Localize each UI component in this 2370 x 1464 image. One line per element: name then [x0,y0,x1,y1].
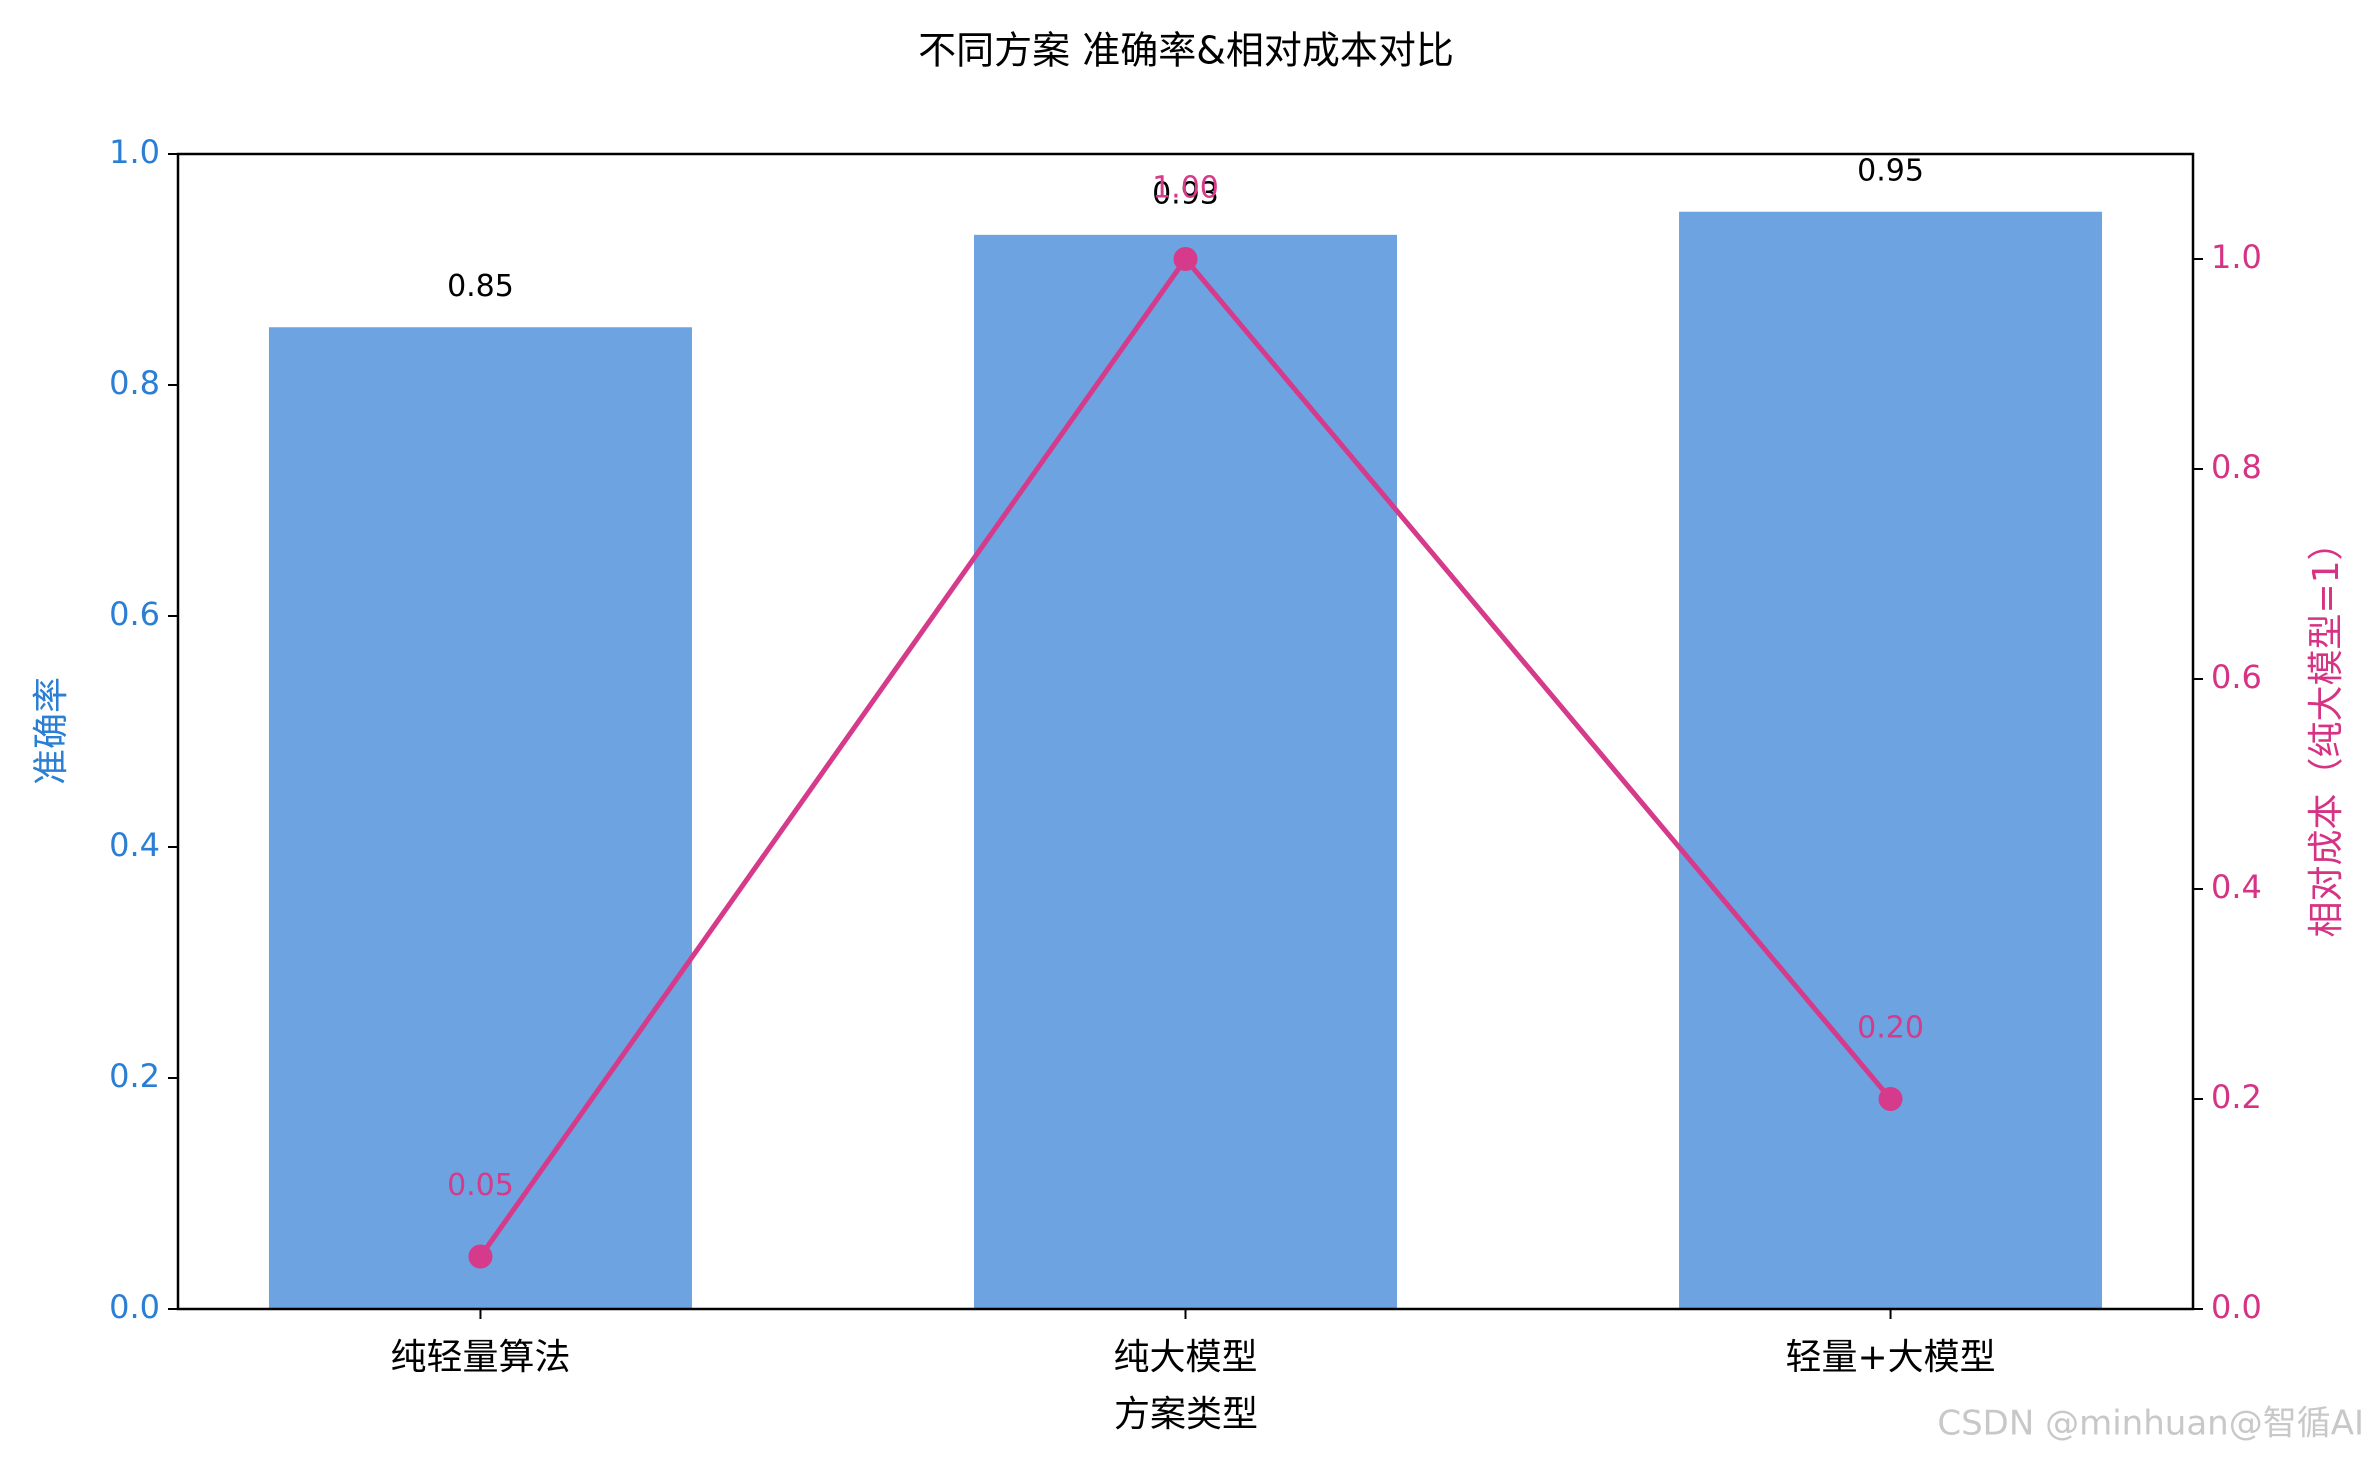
y-tick-label: 0.2 [109,1057,160,1095]
cost-value-label: 1.00 [1152,171,1219,206]
x-tick-label: 纯大模型 [1113,1337,1257,1378]
y2-tick-label: 0.0 [2211,1288,2262,1326]
y2-tick-label: 0.8 [2211,448,2262,486]
bar [268,327,692,1309]
cost-point [1173,247,1198,271]
y2-tick-label: 0.2 [2211,1078,2262,1116]
y-tick-label: 0.8 [109,364,160,402]
watermark: CSDN @minhuan@智循AI [1937,1404,2364,1444]
bar-value-label: 0.95 [1857,153,1924,188]
x-axis-label: 方案类型 [1114,1394,1258,1435]
cost-point [468,1244,493,1269]
bar-value-label: 0.93 [1152,176,1219,211]
x-tick-label: 轻量+大模型 [1785,1337,1995,1378]
bar-value-label: 0.85 [447,269,514,304]
y-tick-label: 0.6 [109,595,160,633]
cost-point [1878,1087,1903,1111]
chart-title: 不同方案 准确率&相对成本对比 [918,29,1454,73]
plot-frame [176,152,2195,1311]
y2-tick-label: 0.4 [2211,868,2262,906]
bar [1679,211,2103,1309]
cost-value-label: 0.20 [1857,1011,1924,1046]
y-tick-label: 0.4 [109,826,160,864]
y-tick-label: 1.0 [109,133,160,171]
y2-tick-label: 0.6 [2211,658,2262,696]
y2-axis-label: 相对成本（纯大模型=1） [2306,524,2347,937]
y-tick-label: 0.0 [109,1288,160,1326]
y-axis-label: 准确率 [31,677,72,785]
y2-tick-label: 1.0 [2211,238,2262,276]
bar [973,234,1398,1310]
x-tick-label: 纯轻量算法 [390,1337,570,1378]
cost-value-label: 0.05 [447,1168,514,1203]
